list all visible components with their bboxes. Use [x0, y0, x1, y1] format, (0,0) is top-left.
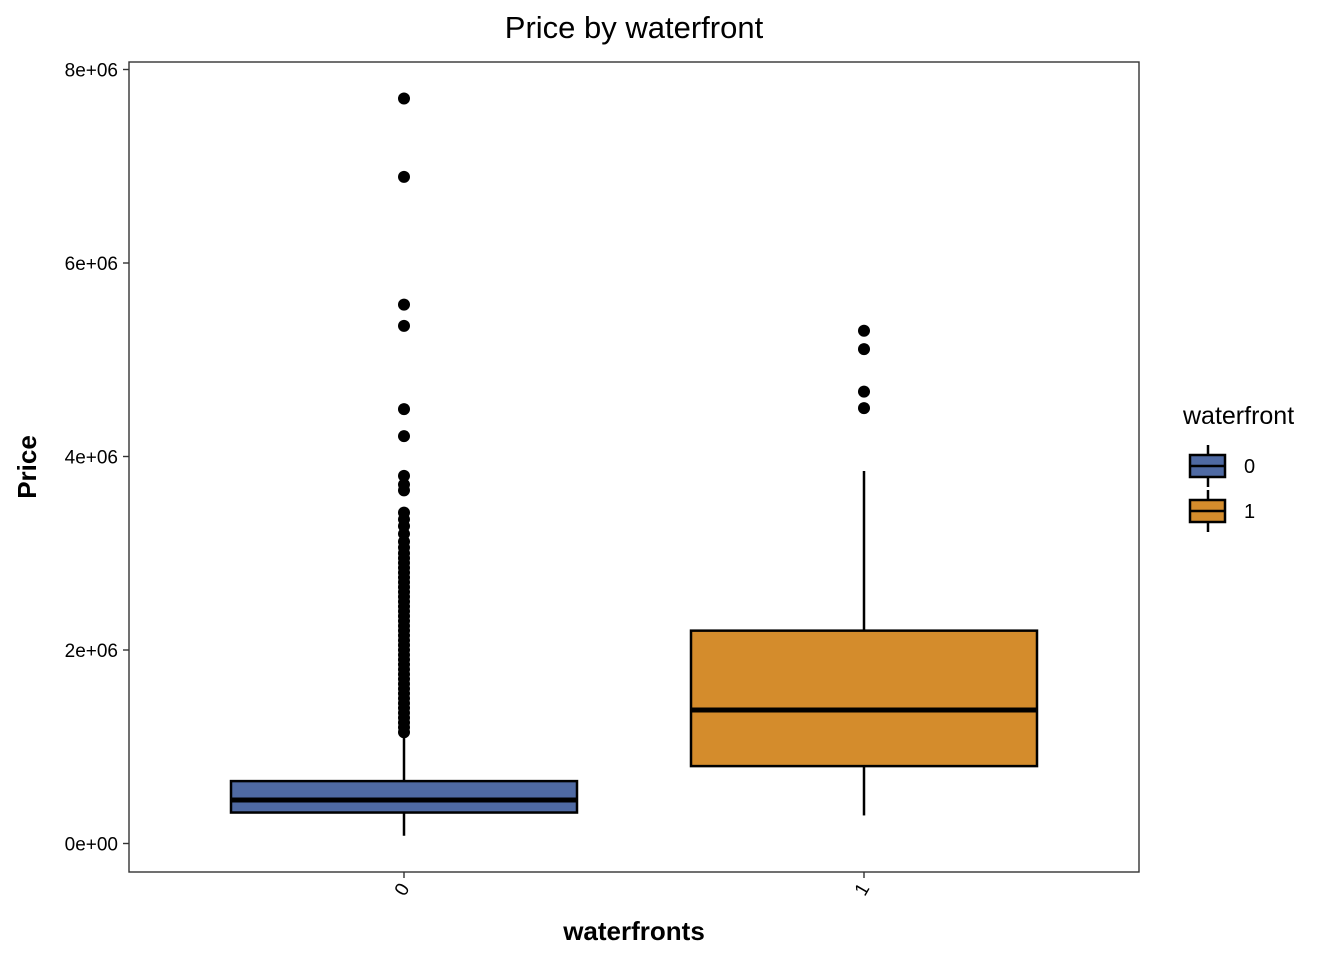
y-axis-title: Price: [12, 435, 42, 499]
legend-item-1: 1: [1188, 490, 1255, 532]
y-tick-label: 0e+00: [65, 835, 118, 856]
outlier-point: [858, 343, 870, 356]
legend: waterfront 01: [1182, 402, 1294, 532]
outlier-point: [398, 298, 410, 311]
legend-items: 01: [1188, 445, 1255, 532]
x-tick-label: 1: [851, 880, 874, 900]
outlier-point: [858, 385, 870, 398]
y-tick-label: 2e+06: [65, 641, 118, 662]
box-group-0: [229, 92, 579, 836]
outlier-point: [398, 403, 410, 416]
iqr-box: [229, 779, 579, 814]
chart-title: Price by waterfront: [505, 10, 764, 45]
legend-item-0: 0: [1188, 445, 1255, 487]
outlier-point: [398, 484, 410, 497]
outlier-point: [398, 430, 410, 443]
legend-title: waterfront: [1182, 402, 1294, 430]
y-tick-label: 6e+06: [65, 254, 118, 275]
outlier-point: [398, 92, 410, 105]
outlier-point: [858, 402, 870, 415]
y-axis: 0e+00 2e+06 4e+06 6e+06 8e+06: [65, 61, 129, 856]
outlier-point: [398, 319, 410, 332]
legend-label: 0: [1244, 456, 1255, 478]
box-group-1: [689, 324, 1039, 816]
legend-label: 1: [1244, 501, 1255, 523]
x-tick-label: 0: [391, 880, 414, 900]
x-axis-title: waterfronts: [562, 916, 705, 946]
outlier-point: [398, 170, 410, 183]
iqr-box: [689, 629, 1039, 768]
outlier-point: [858, 324, 870, 337]
y-tick-label: 4e+06: [65, 448, 118, 469]
outlier-point: [398, 726, 410, 739]
y-tick-label: 8e+06: [65, 61, 118, 82]
outlier-point: [398, 469, 410, 482]
boxes-layer: [229, 92, 1039, 836]
